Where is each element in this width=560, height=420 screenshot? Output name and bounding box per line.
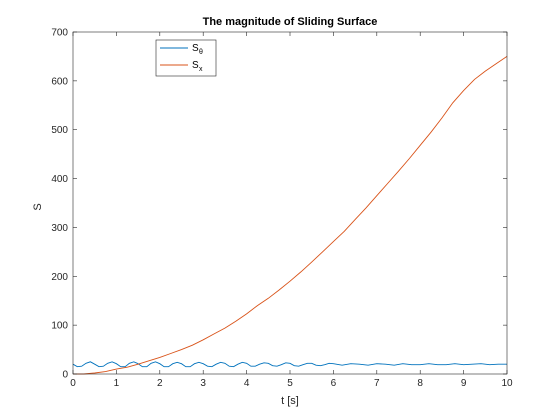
x-tick-label: 7 — [374, 378, 380, 389]
y-tick-label: 600 — [51, 76, 68, 87]
chart-title: The magnitude of Sliding Surface — [203, 16, 378, 28]
legend-label: S — [192, 43, 199, 54]
x-tick-label: 8 — [417, 378, 423, 389]
x-tick-label: 1 — [114, 378, 120, 389]
y-tick-label: 700 — [51, 28, 68, 39]
series-layer — [72, 56, 508, 375]
x-tick-label: 10 — [501, 378, 513, 389]
x-tick-label: 9 — [461, 378, 467, 389]
x-tick-label: 0 — [70, 378, 76, 389]
y-tick-label: 200 — [51, 272, 68, 283]
legend-box — [155, 39, 217, 77]
x-tick-label: 6 — [331, 378, 337, 389]
legend-label-subscript: x — [199, 66, 203, 73]
series-line-S-θ — [72, 361, 507, 368]
plot-area — [73, 32, 507, 374]
legend-label-subscript: θ — [199, 49, 203, 56]
legend-label: S — [192, 60, 199, 71]
x-axis-label: t [s] — [281, 395, 299, 407]
y-tick-label: 400 — [51, 174, 68, 185]
x-tick-label: 4 — [244, 378, 250, 389]
y-tick-label: 300 — [51, 223, 68, 234]
x-tick-label: 3 — [200, 378, 206, 389]
y-axis-label: S — [32, 203, 44, 210]
x-tick-label: 5 — [287, 378, 293, 389]
x-tick-label: 2 — [157, 378, 163, 389]
y-tick-label: 0 — [62, 370, 68, 381]
y-tick-label: 100 — [51, 321, 68, 332]
series-line-S-x — [73, 56, 508, 375]
y-tick-label: 500 — [51, 125, 68, 136]
